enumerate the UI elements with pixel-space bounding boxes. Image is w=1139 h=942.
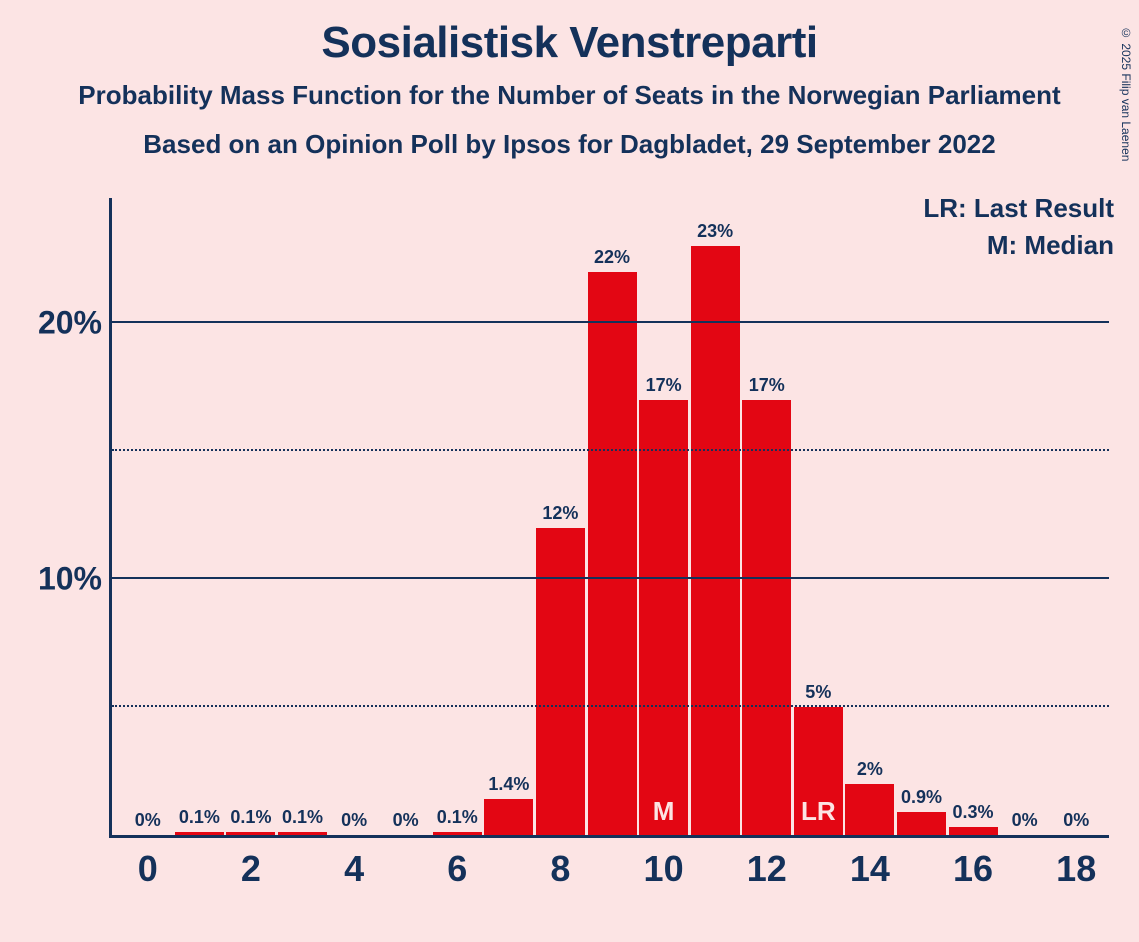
chart-title: Sosialistisk Venstreparti xyxy=(0,18,1139,68)
bar xyxy=(226,832,275,835)
bar-value-label: 0% xyxy=(1012,810,1038,831)
chart-subtitle-1: Probability Mass Function for the Number… xyxy=(0,80,1139,111)
bar xyxy=(588,272,637,835)
bar-value-label: 0% xyxy=(341,810,367,831)
plot-area: 0% 0.1% 0.1% 0.1% 0% 0% 0.1% 1.4% 12% 22% 17% M 23% 1… xyxy=(109,198,1109,838)
x-tick-label: 12 xyxy=(747,848,787,890)
bar xyxy=(536,528,585,835)
bar-value-label: 2% xyxy=(857,759,883,780)
bar-value-label: 5% xyxy=(805,682,831,703)
bar xyxy=(639,400,688,835)
bar-value-label: 0% xyxy=(1063,810,1089,831)
bar-value-label: 1.4% xyxy=(488,774,529,795)
gridline-minor xyxy=(112,705,1109,707)
bar xyxy=(845,784,894,835)
x-tick-label: 2 xyxy=(241,848,261,890)
bar-value-label: 0% xyxy=(135,810,161,831)
bar-value-label: 17% xyxy=(749,375,785,396)
bar-value-label: 22% xyxy=(594,247,630,268)
bar-inner-label: LR xyxy=(801,796,836,827)
chart-subtitle-2: Based on an Opinion Poll by Ipsos for Da… xyxy=(0,129,1139,160)
x-tick-label: 18 xyxy=(1056,848,1096,890)
bar-inner-label: M xyxy=(653,796,675,827)
bars-layer: 0% 0.1% 0.1% 0.1% 0% 0% 0.1% 1.4% 12% 22% 17% M 23% 1… xyxy=(112,198,1109,835)
gridline xyxy=(112,321,1109,323)
bar xyxy=(949,827,998,835)
bar-value-label: 0.1% xyxy=(282,807,323,828)
gridline xyxy=(112,577,1109,579)
x-tick-label: 10 xyxy=(644,848,684,890)
y-tick-label: 20% xyxy=(17,305,102,342)
bar-value-label: 23% xyxy=(697,221,733,242)
copyright-text: © 2025 Filip van Laenen xyxy=(1119,26,1133,161)
bar-value-label: 0.1% xyxy=(437,807,478,828)
bar-value-label: 17% xyxy=(646,375,682,396)
x-tick-label: 0 xyxy=(138,848,158,890)
bar-value-label: 0.9% xyxy=(901,787,942,808)
bar xyxy=(278,832,327,835)
bar-value-label: 0.1% xyxy=(179,807,220,828)
bar-value-label: 0.3% xyxy=(953,802,994,823)
x-tick-label: 16 xyxy=(953,848,993,890)
x-tick-label: 4 xyxy=(344,848,364,890)
bar xyxy=(897,812,946,835)
bar-value-label: 0% xyxy=(393,810,419,831)
x-tick-label: 6 xyxy=(447,848,467,890)
chart-container: LR: Last Result M: Median 0%0.1%0.1%0.1%… xyxy=(0,193,1139,933)
bar xyxy=(484,799,533,835)
x-tick-label: 8 xyxy=(550,848,570,890)
bar-value-label: 0.1% xyxy=(230,807,271,828)
gridline-minor xyxy=(112,449,1109,451)
bar xyxy=(175,832,224,835)
bar-value-label: 12% xyxy=(542,503,578,524)
x-tick-label: 14 xyxy=(850,848,890,890)
bar xyxy=(433,832,482,835)
y-tick-label: 10% xyxy=(17,561,102,598)
bar xyxy=(691,246,740,835)
bar xyxy=(742,400,791,835)
